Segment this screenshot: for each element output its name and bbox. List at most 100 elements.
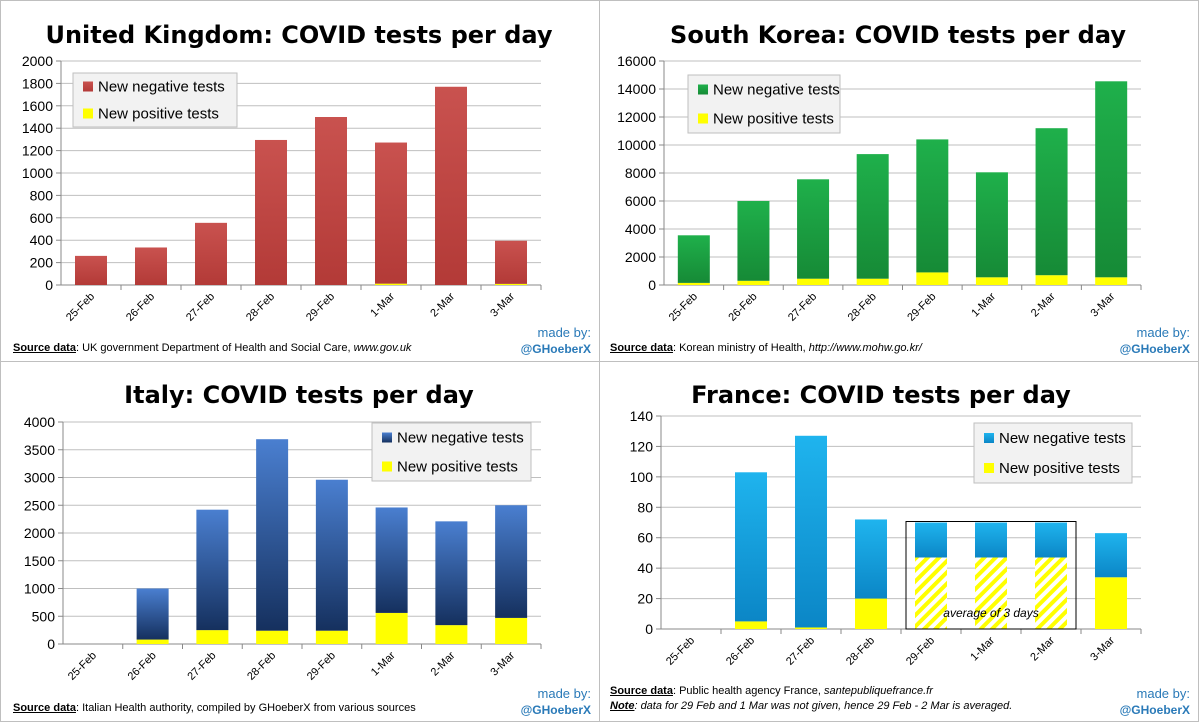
legend-label-negative: New negative tests	[98, 79, 225, 96]
legend-label-positive: New positive tests	[999, 460, 1120, 477]
bar-negative	[737, 201, 770, 281]
x-tick-label: 26-Feb	[124, 291, 157, 324]
author-handle: @GHoeberX	[1119, 703, 1190, 717]
y-tick-label: 500	[32, 608, 56, 624]
y-tick-label: 8000	[625, 165, 656, 181]
legend-box	[687, 74, 841, 134]
y-tick-label: 1400	[22, 120, 53, 136]
bar-negative	[315, 479, 348, 631]
y-tick-label: 80	[637, 499, 653, 515]
y-tick-label: 0	[648, 277, 656, 293]
legend-swatch-positive	[382, 461, 392, 472]
made-by: made by: @GHoeberX	[521, 325, 591, 357]
source-text: : Korean ministry of Health,	[672, 342, 809, 354]
x-tick-label: 27-Feb	[786, 291, 819, 324]
author-handle: @GHoeberX	[1119, 342, 1190, 356]
y-tick-label: 10000	[617, 137, 656, 153]
bar-positive	[196, 630, 229, 644]
bar-negative	[135, 247, 167, 285]
source-link: http://www.mohw.go.kr/	[808, 342, 922, 354]
bar-negative	[375, 507, 408, 613]
chart-panel-fr: France: COVID tests per day 0 20 40 60 80 100…	[599, 361, 1199, 722]
y-tick-label: 2000	[22, 53, 53, 69]
x-tick-label: 1-Mar	[368, 290, 397, 319]
bar-negative	[1035, 128, 1068, 276]
x-tick-label: 1-Mar	[969, 290, 998, 319]
bar-negative	[1035, 522, 1067, 558]
chart-panel-it: Italy: COVID tests per day 0 500 1000 1500 2…	[0, 361, 600, 722]
bar-negative	[136, 588, 169, 640]
bar-negative	[856, 154, 889, 279]
legend-label-negative: New negative tests	[397, 430, 524, 447]
y-tick-label: 100	[630, 469, 654, 485]
x-tick-label: 26-Feb	[726, 291, 759, 324]
bar-negative	[797, 179, 830, 279]
bar-negative	[677, 235, 710, 283]
chart-title: Italy: COVID tests per day	[124, 381, 474, 409]
chart-svg-fr: France: COVID tests per day 0 20 40 60 80 100…	[630, 381, 1142, 668]
chart-title: United Kingdom: COVID tests per day	[45, 21, 552, 49]
bar-negative	[255, 139, 287, 285]
chart-svg-kr: South Korea: COVID tests per day 0 2000 40…	[617, 21, 1142, 324]
y-tick-label: 4000	[24, 414, 55, 430]
bar-negative	[195, 222, 227, 285]
bar-positive	[1035, 275, 1068, 285]
chart-panel-uk: United Kingdom: COVID tests per day 0 200…	[0, 0, 600, 362]
y-tick-label: 3000	[24, 470, 55, 486]
chart-panel-kr: South Korea: COVID tests per day 0 2000 40…	[599, 0, 1199, 362]
bar-negative	[435, 521, 468, 626]
bar-negative	[795, 435, 827, 628]
bar-negative	[435, 86, 467, 285]
y-tick-label: 140	[630, 408, 654, 424]
legend-swatch-negative	[984, 433, 994, 443]
x-tick-label: 27-Feb	[784, 635, 817, 668]
bar-positive	[737, 280, 770, 285]
y-tick-label: 120	[630, 438, 654, 454]
bar-positive	[375, 283, 407, 285]
y-tick-label: 0	[645, 621, 653, 637]
y-tick-label: 16000	[617, 53, 656, 69]
bar-positive	[1095, 277, 1128, 285]
legend-box	[973, 422, 1133, 484]
source-text: : Italian Health authority, compiled by …	[75, 702, 416, 714]
bar-negative	[975, 172, 1008, 278]
y-tick-label: 200	[30, 255, 54, 271]
x-tick-label: 25-Feb	[664, 635, 697, 668]
x-tick-label: 3-Mar	[1089, 290, 1118, 319]
bar-positive	[795, 627, 827, 629]
y-tick-label: 12000	[617, 109, 656, 125]
average-annotation: average of 3 days	[943, 606, 1038, 620]
x-tick-label: 3-Mar	[488, 290, 517, 319]
made-by-label: made by:	[1136, 686, 1190, 701]
bar-positive	[315, 630, 348, 644]
y-tick-label: 4000	[625, 221, 656, 237]
x-tick-label: 28-Feb	[846, 291, 879, 324]
source-text: : UK government Department of Health and…	[75, 342, 354, 354]
chart-svg-it: Italy: COVID tests per day 0 500 1000 1500 2…	[24, 381, 542, 683]
author-handle: @GHoeberX	[520, 703, 591, 717]
x-tick-label: 28-Feb	[244, 291, 277, 324]
bar-negative	[1095, 533, 1127, 578]
y-tick-label: 6000	[625, 193, 656, 209]
x-tick-label: 25-Feb	[64, 291, 97, 324]
y-tick-label: 2000	[24, 525, 55, 541]
bar-positive	[975, 277, 1008, 285]
average-box	[905, 521, 1077, 630]
bar-positive	[856, 278, 889, 285]
bar-positive	[375, 612, 408, 644]
bar-negative	[196, 509, 229, 631]
x-tick-label: 29-Feb	[304, 291, 337, 324]
x-tick-label: 25-Feb	[667, 291, 700, 324]
bar-negative	[495, 505, 528, 618]
y-tick-label: 1600	[22, 98, 53, 114]
y-tick-label: 1000	[22, 165, 53, 181]
bar-positive	[495, 283, 527, 285]
legend-swatch-positive	[984, 463, 994, 473]
bar-negative	[916, 139, 949, 273]
source-label: Source data	[610, 685, 673, 697]
y-tick-label: 1800	[22, 75, 53, 91]
x-tick-label: 28-Feb	[844, 635, 877, 668]
y-tick-label: 600	[30, 210, 54, 226]
legend-swatch-negative	[382, 432, 392, 443]
bar-negative	[256, 439, 289, 631]
